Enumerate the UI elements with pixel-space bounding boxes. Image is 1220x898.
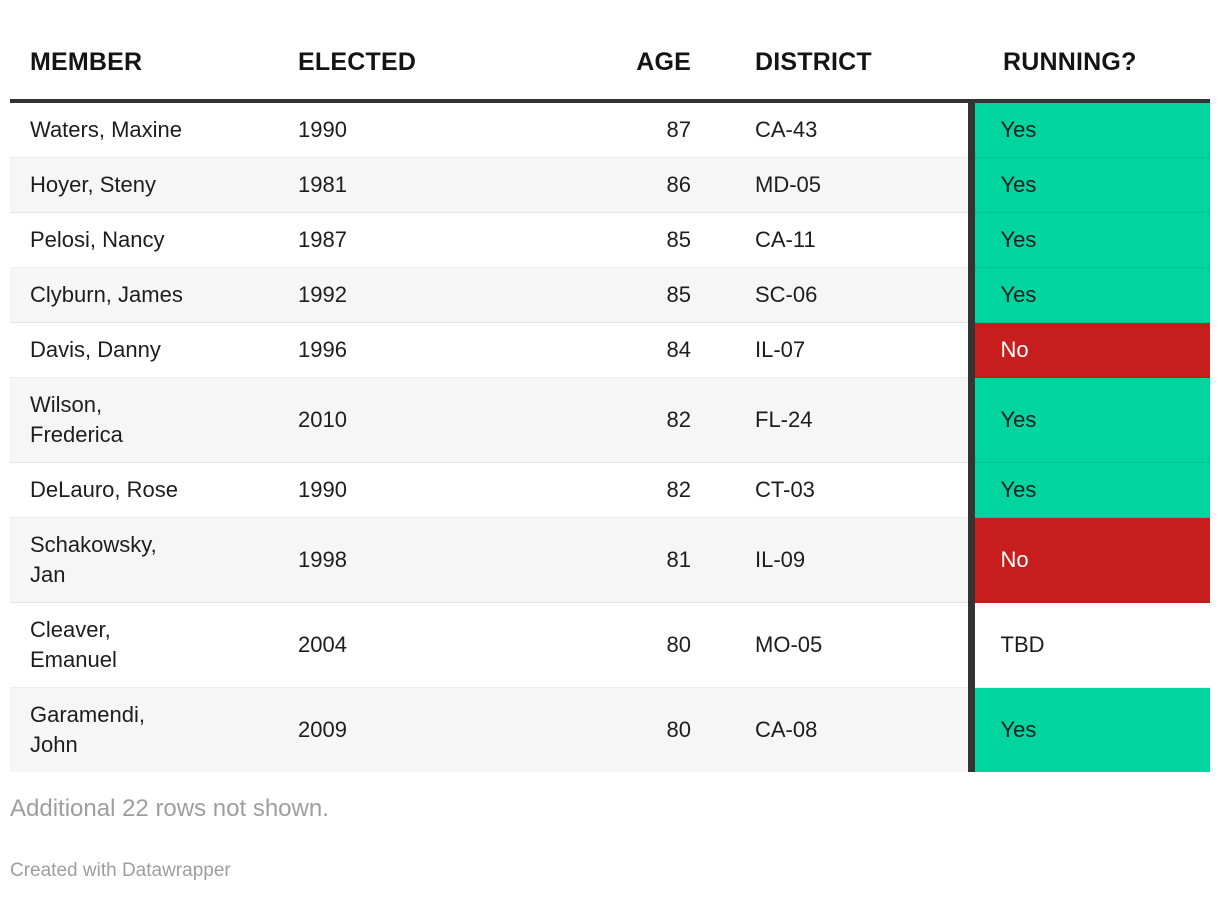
running-cell: No	[967, 517, 1210, 603]
age-cell: 86	[521, 157, 711, 213]
table-row: Davis, Danny 1996 84 IL-07 No	[10, 322, 1210, 378]
elected-cell: 1992	[288, 267, 521, 323]
member-cell: Pelosi, Nancy	[10, 212, 288, 268]
age-cell: 80	[521, 602, 711, 688]
elected-cell: 1996	[288, 322, 521, 378]
column-header-district: DISTRICT	[711, 32, 971, 103]
running-cell: Yes	[967, 377, 1210, 463]
age-cell: 81	[521, 517, 711, 603]
running-cell: Yes	[967, 687, 1210, 772]
age-cell: 85	[521, 267, 711, 323]
running-cell: TBD	[967, 602, 1210, 688]
header-row: MEMBER ELECTED AGE DISTRICT RUNNING?	[10, 32, 1210, 103]
elected-cell: 1990	[288, 100, 521, 158]
running-cell: No	[967, 322, 1210, 378]
elected-cell: 1981	[288, 157, 521, 213]
table-row: DeLauro, Rose 1990 82 CT-03 Yes	[10, 462, 1210, 518]
column-header-running: RUNNING?	[971, 32, 1210, 103]
elected-cell: 2004	[288, 602, 521, 688]
running-cell: Yes	[967, 462, 1210, 518]
running-cell: Yes	[967, 100, 1210, 158]
district-cell: CA-11	[711, 212, 971, 268]
age-cell: 84	[521, 322, 711, 378]
age-cell: 85	[521, 212, 711, 268]
elected-cell: 1990	[288, 462, 521, 518]
table-row: Pelosi, Nancy 1987 85 CA-11 Yes	[10, 212, 1210, 268]
district-cell: CA-08	[711, 687, 971, 772]
elected-cell: 2010	[288, 377, 521, 463]
age-cell: 82	[521, 377, 711, 463]
age-cell: 80	[521, 687, 711, 772]
member-cell: DeLauro, Rose	[10, 462, 288, 518]
district-cell: MO-05	[711, 602, 971, 688]
elected-cell: 1987	[288, 212, 521, 268]
members-table: MEMBER ELECTED AGE DISTRICT RUNNING? Wat…	[10, 32, 1210, 772]
member-cell: Hoyer, Steny	[10, 157, 288, 213]
table-header: MEMBER ELECTED AGE DISTRICT RUNNING?	[10, 32, 1210, 103]
rows-not-shown-note: Additional 22 rows not shown.	[10, 795, 329, 822]
elected-cell: 2009	[288, 687, 521, 772]
column-header-age: AGE	[521, 32, 711, 103]
district-cell: MD-05	[711, 157, 971, 213]
district-cell: CT-03	[711, 462, 971, 518]
member-cell: Schakowsky, Jan	[10, 517, 288, 603]
district-cell: SC-06	[711, 267, 971, 323]
district-cell: IL-07	[711, 322, 971, 378]
running-cell: Yes	[967, 212, 1210, 268]
table-row: Garamendi, John 2009 80 CA-08 Yes	[10, 687, 1210, 772]
table-body: Waters, Maxine 1990 87 CA-43 Yes Hoyer, Steny…	[10, 100, 1210, 772]
age-cell: 82	[521, 462, 711, 518]
member-cell: Davis, Danny	[10, 322, 288, 378]
table-row: Wilson, Frederica 2010 82 FL-24 Yes	[10, 377, 1210, 463]
attribution-text: Created with Datawrapper	[10, 860, 231, 881]
member-cell: Garamendi, John	[10, 687, 288, 772]
table-row: Hoyer, Steny 1981 86 MD-05 Yes	[10, 157, 1210, 213]
table-row: Waters, Maxine 1990 87 CA-43 Yes	[10, 100, 1210, 158]
age-cell: 87	[521, 100, 711, 158]
district-cell: FL-24	[711, 377, 971, 463]
member-cell: Wilson, Frederica	[10, 377, 288, 463]
member-cell: Clyburn, James	[10, 267, 288, 323]
running-cell: Yes	[967, 267, 1210, 323]
table-row: Cleaver, Emanuel 2004 80 MO-05 TBD	[10, 602, 1210, 688]
table-row: Clyburn, James 1992 85 SC-06 Yes	[10, 267, 1210, 323]
member-cell: Cleaver, Emanuel	[10, 602, 288, 688]
elected-cell: 1998	[288, 517, 521, 603]
district-cell: CA-43	[711, 100, 971, 158]
member-cell: Waters, Maxine	[10, 100, 288, 158]
column-header-member: MEMBER	[10, 32, 288, 103]
district-cell: IL-09	[711, 517, 971, 603]
column-header-elected: ELECTED	[288, 32, 521, 103]
running-cell: Yes	[967, 157, 1210, 213]
table-row: Schakowsky, Jan 1998 81 IL-09 No	[10, 517, 1210, 603]
